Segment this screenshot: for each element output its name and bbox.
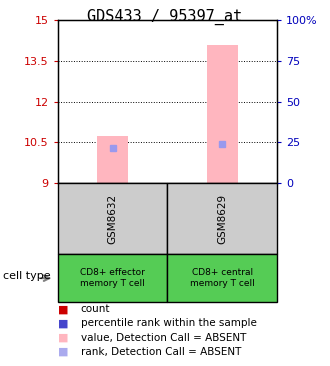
Bar (97, 136, 128, 183)
Text: count: count (81, 304, 110, 314)
Bar (207, 45, 238, 183)
Text: cell type: cell type (3, 271, 51, 281)
Text: ■: ■ (58, 318, 68, 328)
Text: GSM8632: GSM8632 (108, 194, 117, 244)
Text: GDS433 / 95397_at: GDS433 / 95397_at (87, 9, 243, 25)
Text: GSM8629: GSM8629 (217, 194, 227, 244)
Text: CD8+ central
memory T cell: CD8+ central memory T cell (190, 268, 255, 288)
Text: ■: ■ (58, 347, 68, 357)
Text: ■: ■ (58, 333, 68, 343)
Text: CD8+ effector
memory T cell: CD8+ effector memory T cell (80, 268, 145, 288)
Text: percentile rank within the sample: percentile rank within the sample (81, 318, 257, 328)
Text: value, Detection Call = ABSENT: value, Detection Call = ABSENT (81, 333, 246, 343)
Text: ■: ■ (58, 304, 68, 314)
Text: rank, Detection Call = ABSENT: rank, Detection Call = ABSENT (81, 347, 241, 357)
